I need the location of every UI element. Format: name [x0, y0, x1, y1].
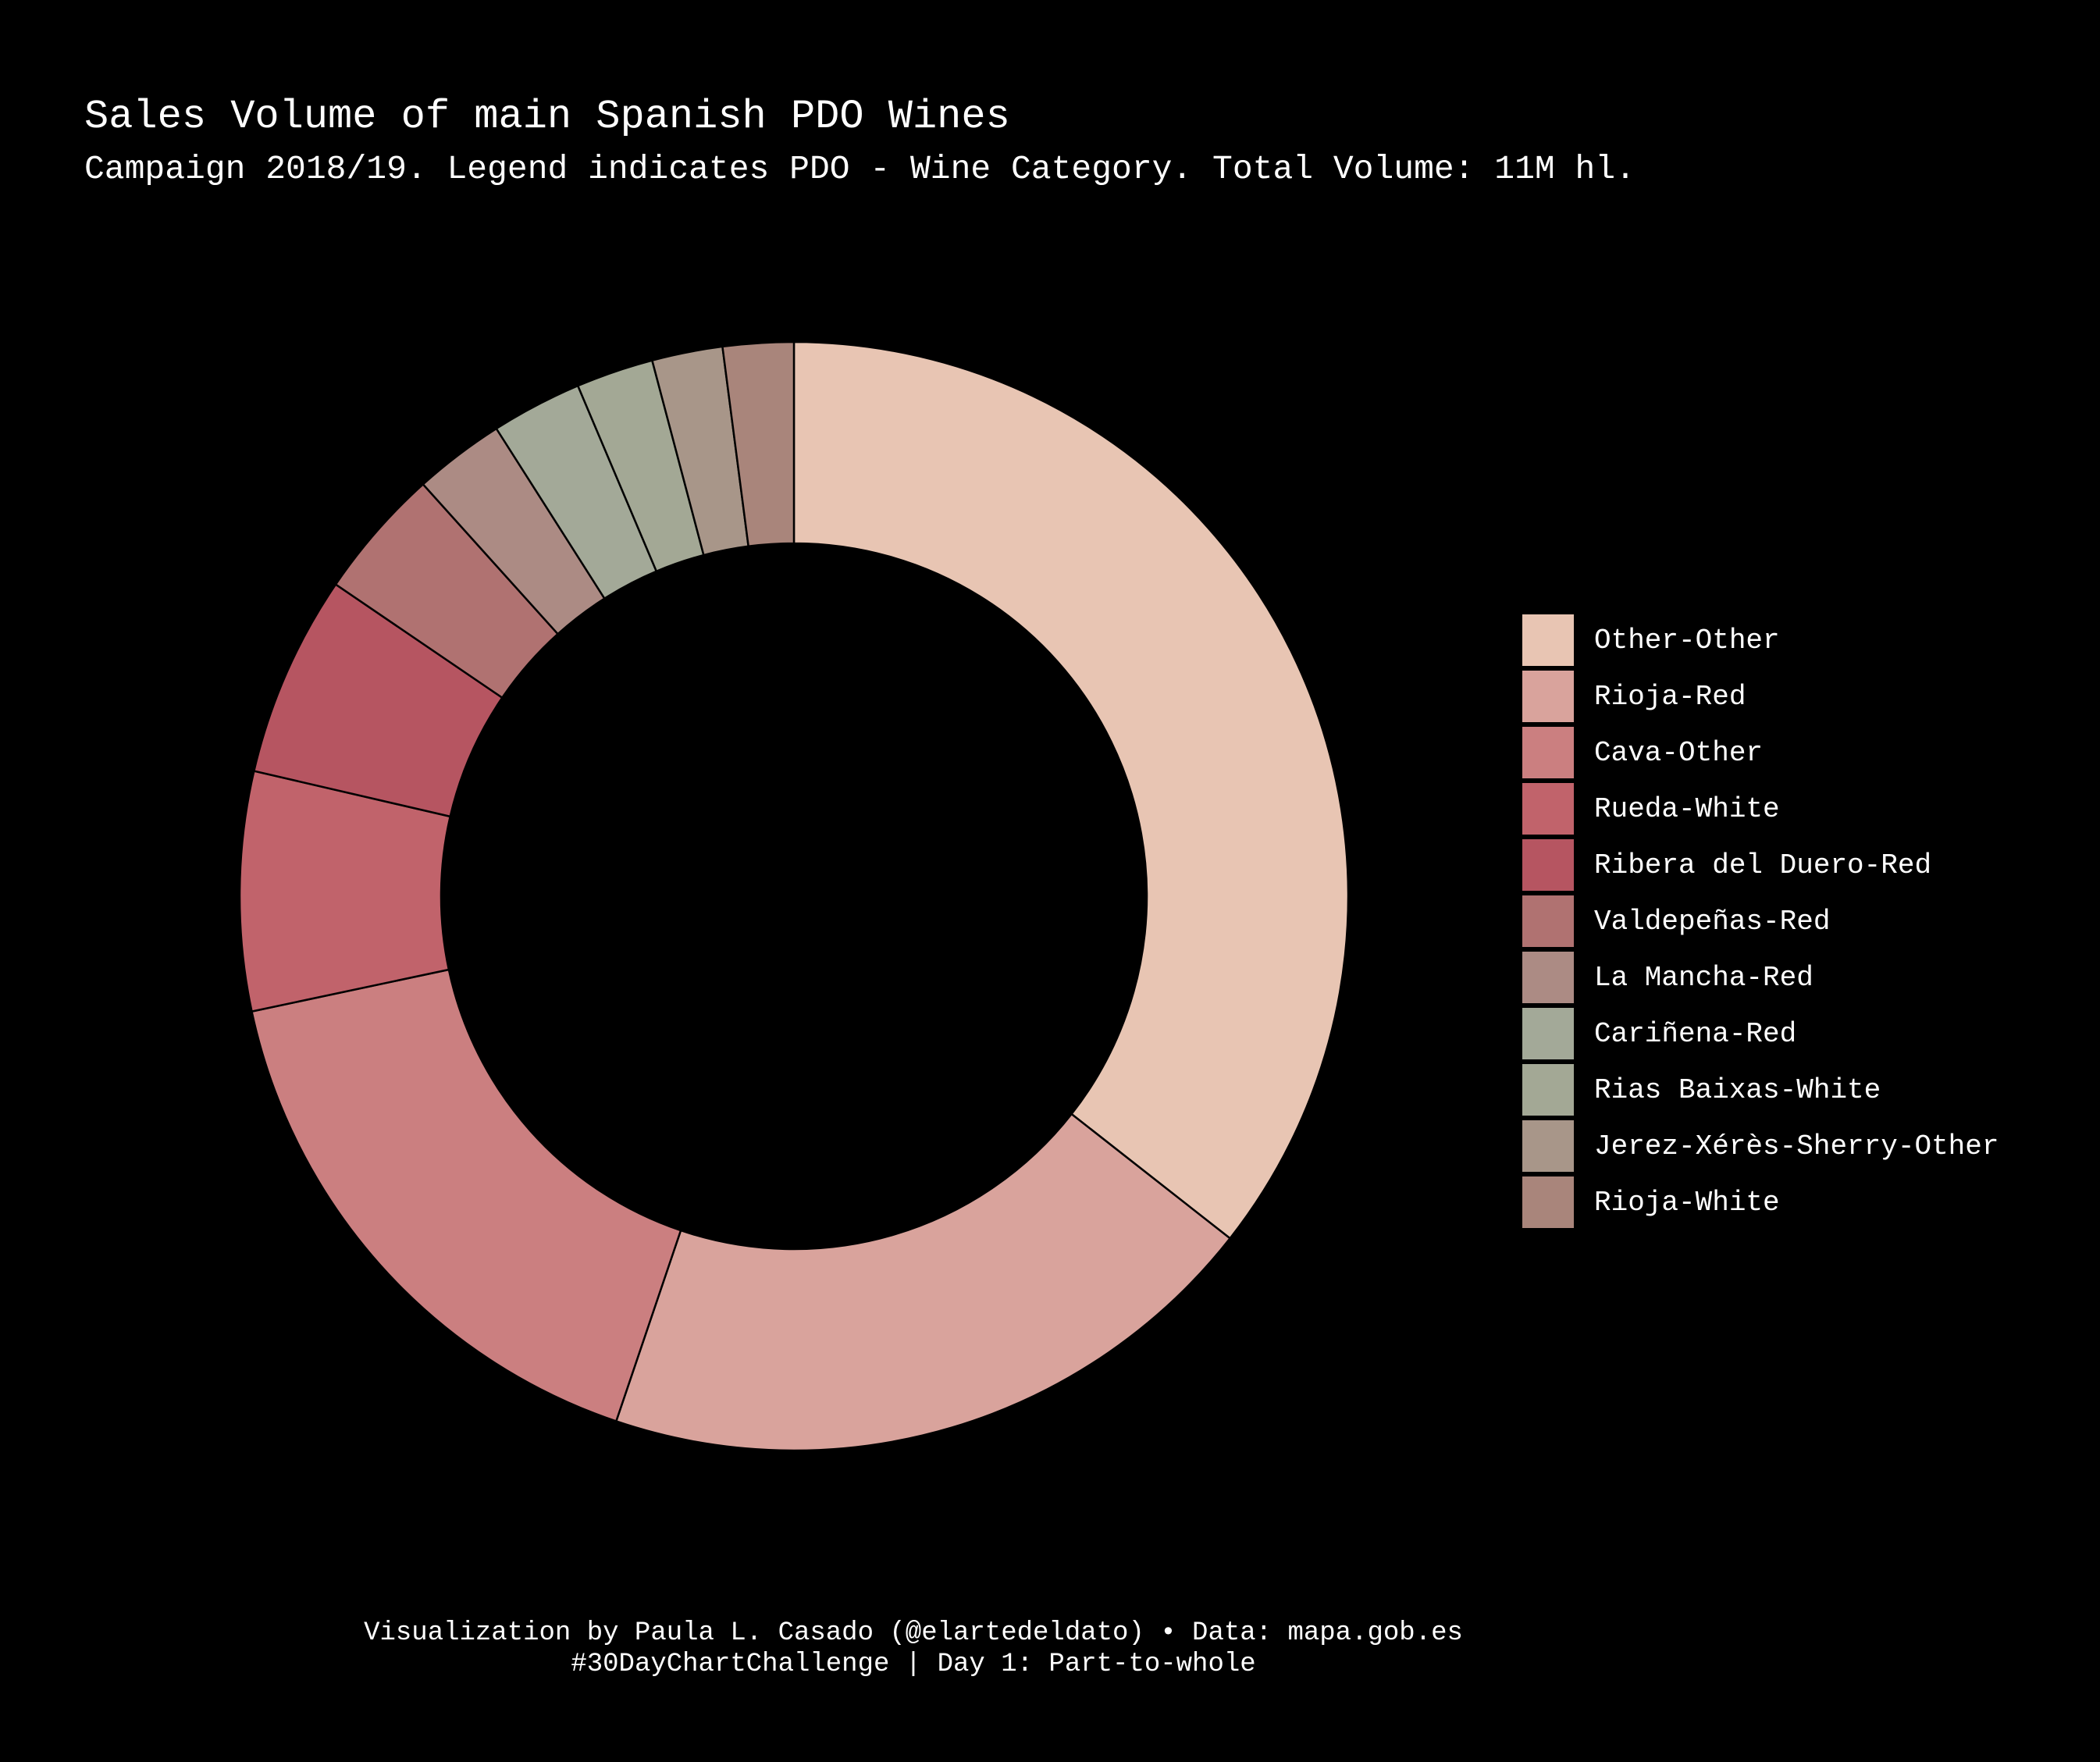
legend-label: Rias Baixas-White — [1594, 1073, 1881, 1106]
legend-label: Rioja-Red — [1594, 680, 1746, 713]
legend-item: Jerez-Xérès-Sherry-Other — [1522, 1118, 1999, 1174]
legend-label: Rueda-White — [1594, 792, 1780, 825]
legend-item: Other-Other — [1522, 612, 1999, 668]
legend-item: Ribera del Duero-Red — [1522, 837, 1999, 893]
legend-label: Cariñena-Red — [1594, 1017, 1797, 1050]
donut-slice-2 — [251, 968, 682, 1423]
legend-item: Valdepeñas-Red — [1522, 893, 1999, 949]
legend-swatch — [1522, 614, 1574, 666]
legend-swatch — [1522, 1176, 1574, 1228]
legend-item: Rueda-White — [1522, 781, 1999, 837]
legend-swatch — [1522, 727, 1574, 778]
legend-swatch — [1522, 839, 1574, 891]
chart-legend: Other-Other Rioja-Red Cava-Other Rueda-Whit… — [1522, 612, 1999, 1230]
donut-slice-0 — [792, 340, 1350, 1241]
legend-item: Rioja-White — [1522, 1174, 1999, 1230]
chart-caption: Visualization by Paula L. Casado (@elart… — [0, 1618, 1827, 1680]
chart-title: Sales Volume of main Spanish PDO Wines — [84, 94, 1010, 140]
legend-swatch — [1522, 783, 1574, 835]
legend-label: Cava-Other — [1594, 736, 1764, 769]
legend-label: Jerez-Xérès-Sherry-Other — [1594, 1130, 1999, 1162]
legend-label: Other-Other — [1594, 624, 1780, 657]
legend-item: Rioja-Red — [1522, 668, 1999, 724]
legend-label: Rioja-White — [1594, 1186, 1780, 1219]
legend-swatch — [1522, 671, 1574, 722]
legend-swatch — [1522, 1064, 1574, 1116]
donut-slice-10 — [721, 340, 796, 548]
legend-item: Cariñena-Red — [1522, 1006, 1999, 1062]
legend-item: La Mancha-Red — [1522, 949, 1999, 1006]
donut-slice-1 — [614, 1112, 1232, 1452]
caption-challenge: #30DayChartChallenge | Day 1: Part-to-wh… — [571, 1650, 1256, 1679]
legend-label: Valdepeñas-Red — [1594, 905, 1831, 938]
chart-subtitle: Campaign 2018/19. Legend indicates PDO -… — [84, 150, 1636, 188]
legend-label: Ribera del Duero-Red — [1594, 849, 1932, 881]
legend-swatch — [1522, 952, 1574, 1003]
legend-label: La Mancha-Red — [1594, 961, 1813, 994]
legend-swatch — [1522, 1120, 1574, 1172]
legend-swatch — [1522, 1008, 1574, 1059]
legend-swatch — [1522, 895, 1574, 947]
caption-credit: Visualization by Paula L. Casado (@elart… — [364, 1618, 1463, 1648]
legend-item: Rias Baixas-White — [1522, 1062, 1999, 1118]
legend-item: Cava-Other — [1522, 724, 1999, 781]
